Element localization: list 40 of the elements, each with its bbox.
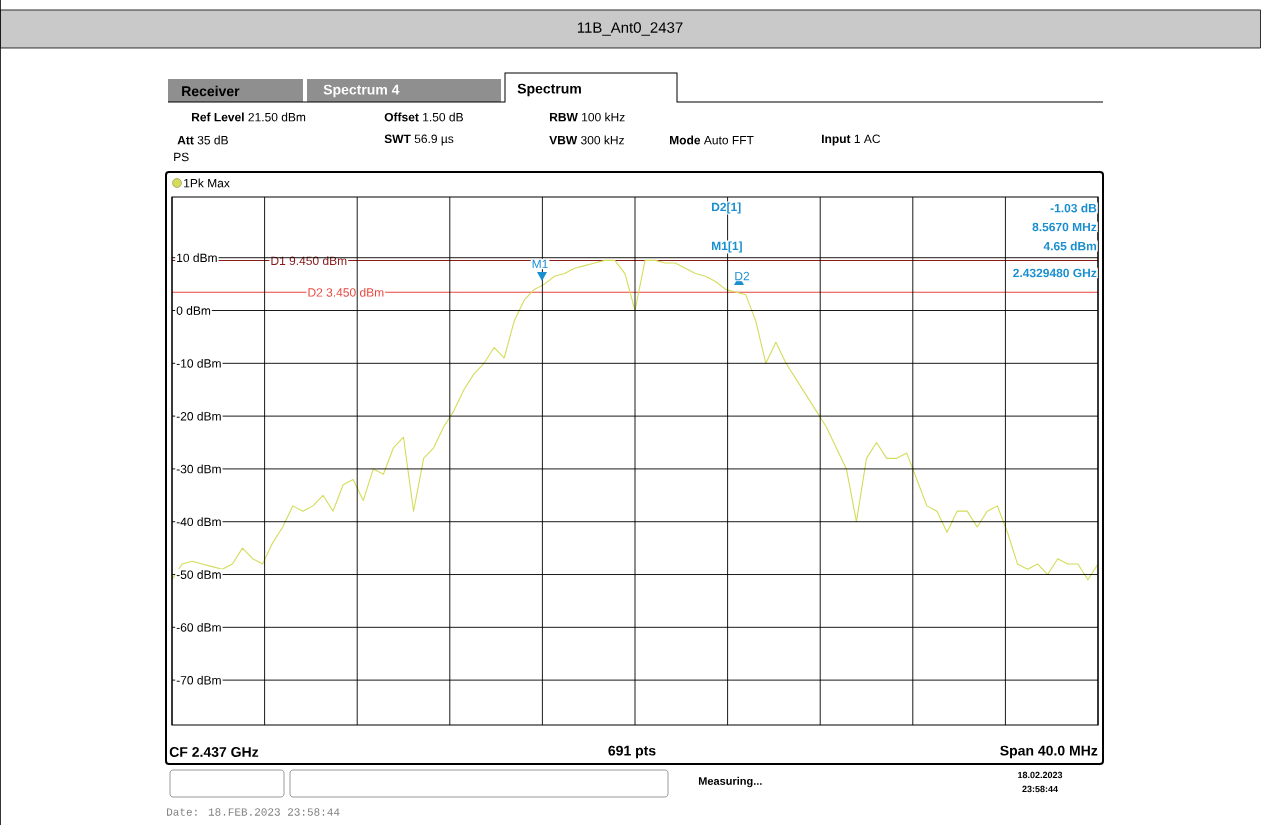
text: Mode Auto FFT xyxy=(670,135,754,145)
text: PS xyxy=(174,152,189,162)
annotation: M1[1] xyxy=(712,241,742,253)
text: Receiver xyxy=(182,85,240,97)
annotation: 8.5670 MHz xyxy=(1032,222,1097,232)
ref-line-label: D1 9.450 dBm xyxy=(271,256,347,266)
annotation: -1.03 dB xyxy=(1050,203,1097,213)
text: 23:58:44 xyxy=(1022,785,1058,793)
y-tick-label: 10 dBm xyxy=(177,253,217,263)
text: Span 40.0 MHz xyxy=(1000,745,1098,759)
y-tick-label: -60 dBm xyxy=(176,622,221,632)
text: Input 1 AC xyxy=(822,134,881,146)
annotation: 4.65 dBm xyxy=(1043,241,1097,251)
y-tick-label: -50 dBm xyxy=(176,570,221,579)
chart-title: 11B_Ant0_2437 xyxy=(577,22,683,36)
text: Ref Level 21.50 dBm xyxy=(192,112,306,122)
text: CF 2.437 GHz xyxy=(169,747,259,757)
y-tick-label: -20 dBm xyxy=(176,411,221,421)
y-tick-label: -70 dBm xyxy=(176,675,221,685)
annotation: M1 xyxy=(532,259,548,269)
ref-line-label: D2 3.450 dBm xyxy=(308,287,384,297)
y-tick-label: -30 dBm xyxy=(176,464,221,474)
text: VBW 300 kHz xyxy=(549,135,624,145)
text: 18.02.2023 xyxy=(1018,771,1063,779)
y-tick-label: -40 dBm xyxy=(176,517,221,527)
text: Spectrum xyxy=(517,83,581,97)
text: Measuring... xyxy=(698,776,762,788)
y-tick-label: 0 dBm xyxy=(176,306,211,315)
annotation: 2.4329480 GHz xyxy=(1013,268,1097,278)
text: SWT 56.9 µs xyxy=(384,134,454,146)
text: Att 35 dB xyxy=(177,135,228,145)
text: Spectrum 4 xyxy=(323,84,400,98)
text: 691 pts xyxy=(608,745,656,759)
text: Date: 18.FEB.2023 23:58:44 xyxy=(167,808,340,816)
annotation: D2[1] xyxy=(712,202,741,214)
legend-label: 1Pk Max xyxy=(184,178,230,188)
annotation: D2 xyxy=(735,271,750,281)
text: RBW 100 kHz xyxy=(550,112,625,122)
text: Offset 1.50 dB xyxy=(384,112,463,122)
y-tick-label: -10 dBm xyxy=(176,358,221,368)
